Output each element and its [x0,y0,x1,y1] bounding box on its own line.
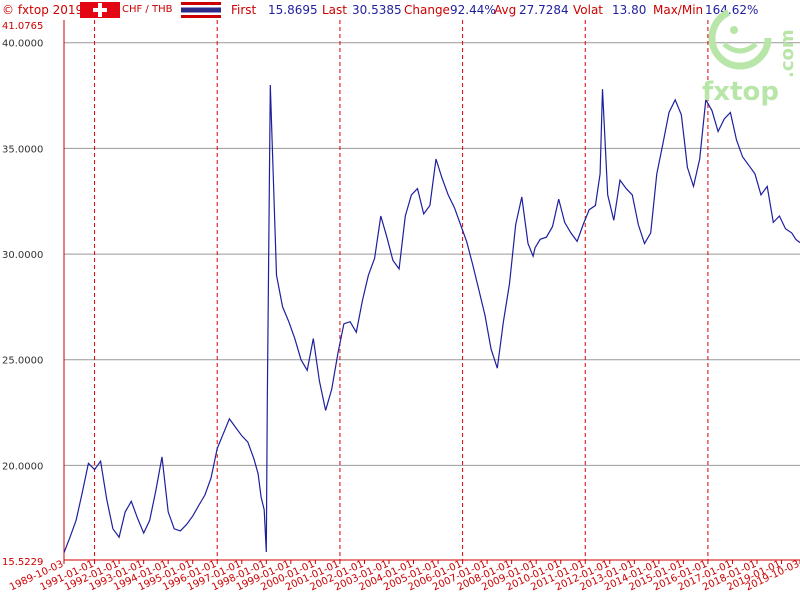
y-max-label: 41.0765 [2,21,43,32]
maxmin-value: 164.62% [705,3,759,17]
avg-label: Avg [494,3,517,17]
switzerland-flag-icon [80,2,120,18]
volat-value: 13.80 [612,3,647,17]
x-axis-labels: 1989-10-031991-01-011992-01-011993-01-01… [8,559,800,594]
avg-value: 27.7284 [519,3,569,17]
y-tick-label: 40.0000 [2,39,43,50]
chart-axes [63,20,800,564]
logo-domain: .com [777,29,798,78]
y-tick-label: 20.0000 [2,461,43,472]
logo-text: fxtop [702,77,779,107]
first-value: 15.8695 [268,3,318,17]
fxtop-logo: fxtop .com [702,6,798,107]
first-label: First [231,3,257,17]
year-gridlines [94,20,709,560]
volat-label: Volat [573,3,604,17]
y-axis-labels: 20.0000 25.0000 30.0000 35.0000 40.0000 41.07… [2,21,43,568]
y-tick-label: 35.0000 [2,144,43,155]
change-value: 92.44% [450,3,496,17]
y-min-label: 15.5229 [2,557,43,568]
y-tick-label: 25.0000 [2,356,43,367]
horizontal-gridlines [64,42,800,466]
last-value: 30.5385 [352,3,402,17]
series-line [63,84,800,553]
maxmin-label: Max/Min [653,3,704,17]
change-label: Change [404,3,450,17]
copyright-text: © fxtop 2019 [2,3,84,17]
last-label: Last [322,3,347,17]
header-bar: © fxtop 2019 CHF / THB First 15.8695 Las… [0,0,800,20]
y-tick-label: 30.0000 [2,250,43,261]
currency-pair: CHF / THB [122,4,173,15]
thailand-flag-icon [181,2,221,18]
